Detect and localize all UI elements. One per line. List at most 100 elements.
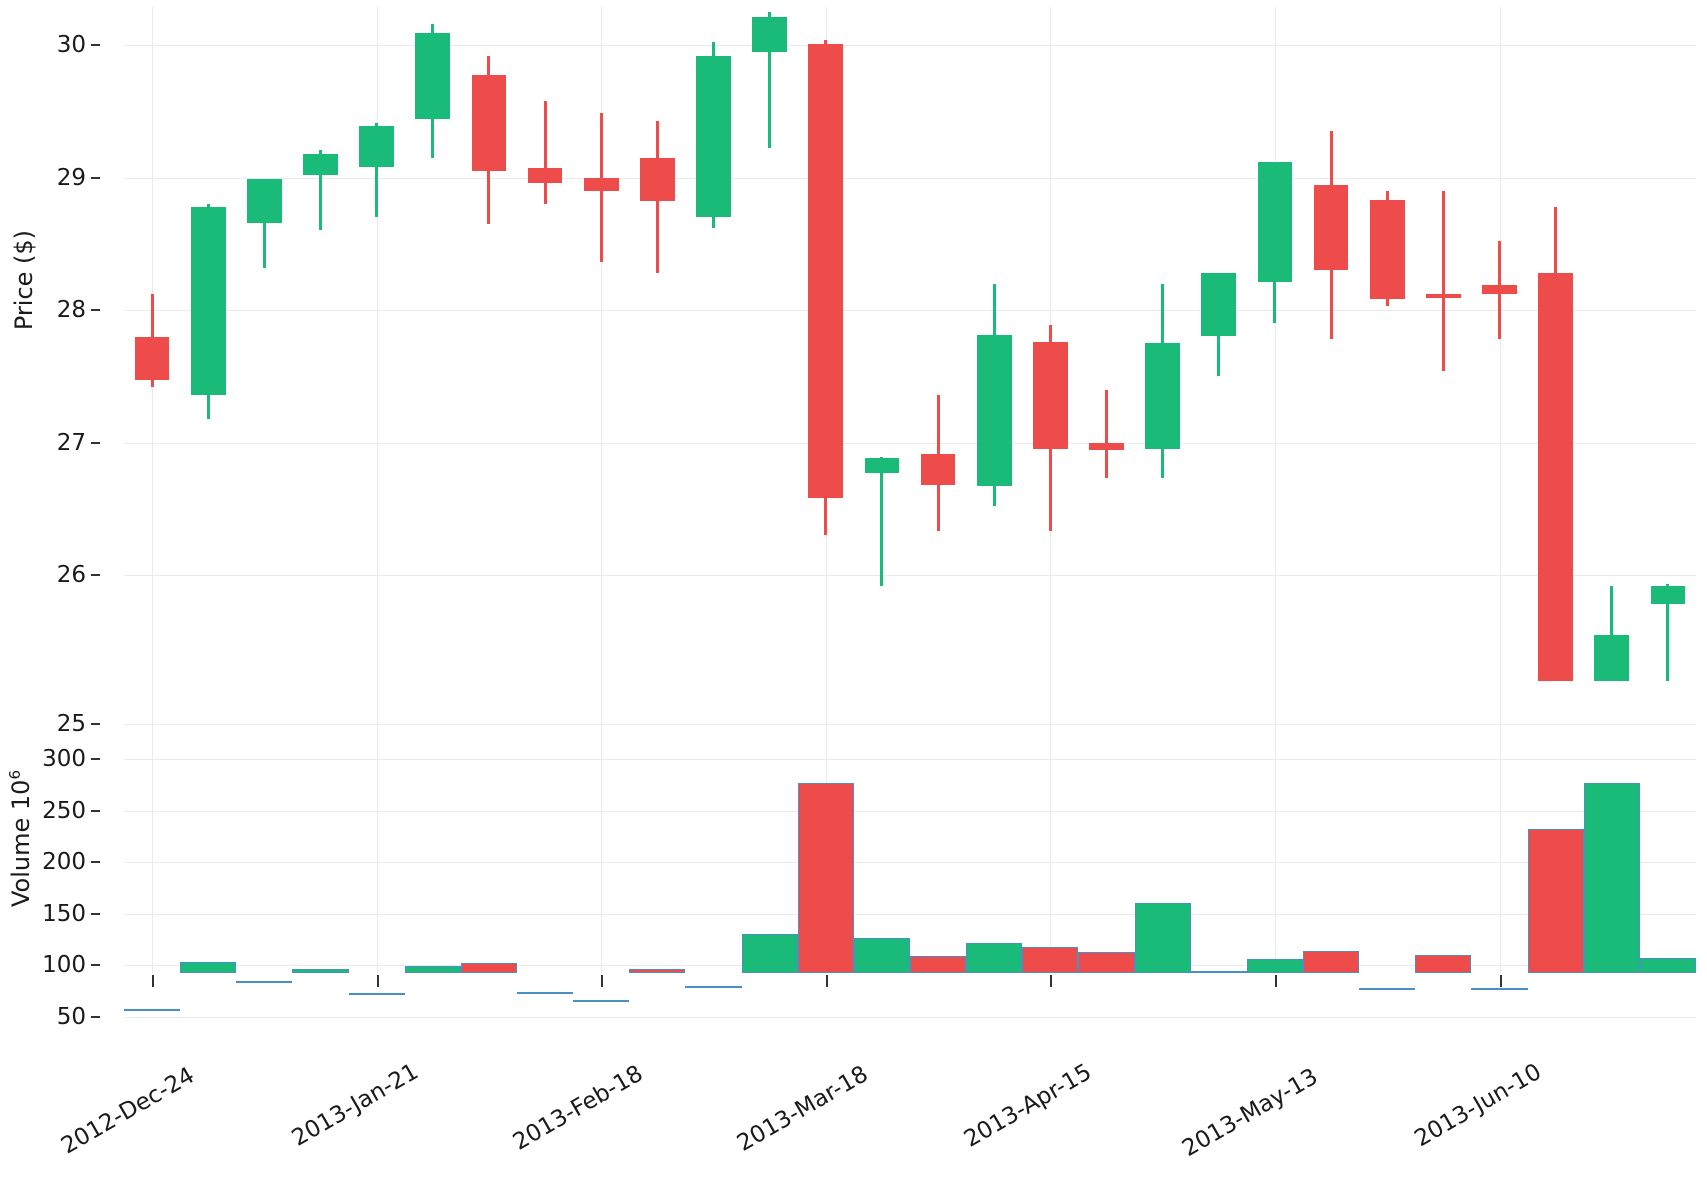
vertical-gridline	[601, 681, 603, 973]
candle-body	[1089, 442, 1124, 451]
y-tick-mark	[91, 574, 100, 576]
volume-bar	[1415, 954, 1472, 973]
volume-gridline	[124, 862, 1696, 863]
candle-body	[976, 335, 1012, 487]
volume-bar	[124, 1009, 181, 1012]
y-tick-mark	[91, 1015, 100, 1018]
volume-bar	[797, 782, 854, 973]
candle-body	[1650, 585, 1686, 605]
volume-bar	[180, 961, 237, 973]
volume-bar	[292, 969, 349, 973]
candle-body	[1425, 294, 1461, 299]
volume-gridline	[124, 724, 1696, 725]
volume-tick-label: 300	[42, 746, 86, 772]
price-tick-label: 26	[56, 562, 86, 588]
candle-wick	[262, 178, 266, 268]
price-tick-label: 29	[56, 164, 86, 191]
x-tick-mark	[601, 975, 604, 987]
x-tick-label: 2013-Apr-15	[960, 1059, 1097, 1153]
candle-body	[864, 458, 900, 473]
volume-panel	[124, 681, 1696, 1018]
candle-body	[471, 75, 507, 171]
volume-bar	[1022, 947, 1079, 973]
x-tick-mark	[1274, 975, 1277, 987]
y-tick-mark	[91, 912, 100, 915]
candle-body	[1538, 272, 1574, 697]
candle-body	[303, 153, 338, 175]
candle-body	[1257, 161, 1293, 283]
candle-wick	[543, 100, 547, 204]
candle-body	[527, 168, 563, 183]
x-tick-label: 2013-May-13	[1177, 1063, 1323, 1163]
price-tick-label: 27	[56, 429, 86, 456]
vertical-gridline	[152, 681, 154, 973]
candle-body	[359, 125, 395, 167]
volume-bar	[1583, 782, 1640, 973]
candle-wick	[768, 11, 772, 149]
vertical-gridline	[1499, 681, 1501, 973]
volume-bar	[517, 991, 574, 994]
candle-body	[808, 43, 844, 499]
price-tick-label: 25	[56, 711, 86, 737]
volume-bar	[1303, 950, 1360, 973]
volume-bar	[1134, 903, 1191, 973]
volume-tick-label: 50	[56, 1003, 86, 1030]
y-tick-mark	[91, 44, 100, 46]
volume-bar	[1078, 951, 1135, 973]
volume-gridline	[124, 1016, 1696, 1018]
volume-bar	[236, 981, 293, 984]
candle-wick	[1441, 190, 1445, 371]
y-tick-mark	[91, 441, 100, 444]
y-tick-mark	[91, 176, 100, 179]
x-tick-mark	[152, 975, 155, 987]
volume-bar	[1639, 957, 1696, 973]
volume-bar	[1246, 958, 1303, 973]
volume-gridline	[124, 913, 1696, 915]
volume-gridline	[124, 759, 1696, 760]
candle-wick	[880, 457, 884, 586]
x-tick-label: 2013-Jun-10	[1409, 1058, 1546, 1153]
price-panel	[124, 7, 1696, 734]
volume-bar	[910, 955, 967, 973]
vertical-gridline	[1499, 7, 1501, 681]
volume-tick-label: 150	[42, 900, 86, 927]
price-gridline	[124, 45, 1696, 46]
candle-body	[190, 206, 226, 395]
volume-bar	[629, 969, 686, 973]
candle-wick	[319, 149, 322, 231]
price-gridline	[124, 310, 1696, 311]
vertical-gridline	[1050, 681, 1052, 973]
price-gridline	[124, 442, 1696, 444]
candle-body	[752, 17, 788, 52]
candle-wick	[1666, 584, 1670, 732]
vertical-gridline	[1274, 7, 1276, 681]
volume-bar	[1190, 971, 1247, 974]
candle-body	[1313, 185, 1349, 271]
candle-body	[1201, 272, 1237, 337]
y-axis-ticks: 26 27 28 29 30 25 50 100 150 200 250 300	[0, 0, 108, 1191]
candle-body	[1032, 341, 1068, 450]
vertical-gridline	[1274, 681, 1276, 973]
candle-wick	[375, 123, 379, 218]
candle-wick	[1105, 389, 1108, 479]
volume-bar	[1471, 987, 1528, 990]
volume-bar	[1527, 829, 1584, 973]
candle-body	[246, 178, 282, 223]
vertical-gridline	[601, 7, 603, 681]
volume-bar	[966, 943, 1023, 973]
y-tick-mark	[91, 758, 100, 760]
vertical-gridline	[376, 7, 378, 681]
y-tick-mark	[91, 964, 100, 966]
x-tick-mark	[376, 975, 379, 987]
candle-body	[639, 157, 675, 202]
candle-body	[1369, 200, 1405, 300]
x-tick-label: 2013-Jan-21	[287, 1058, 423, 1152]
price-gridline	[124, 575, 1696, 576]
volume-bar	[460, 962, 517, 973]
candle-body	[415, 33, 451, 120]
price-tick-label: 30	[56, 32, 86, 58]
x-tick-label: 2013-Feb-18	[508, 1060, 648, 1156]
price-tick-label: 28	[56, 297, 86, 323]
y-tick-mark	[91, 723, 100, 725]
